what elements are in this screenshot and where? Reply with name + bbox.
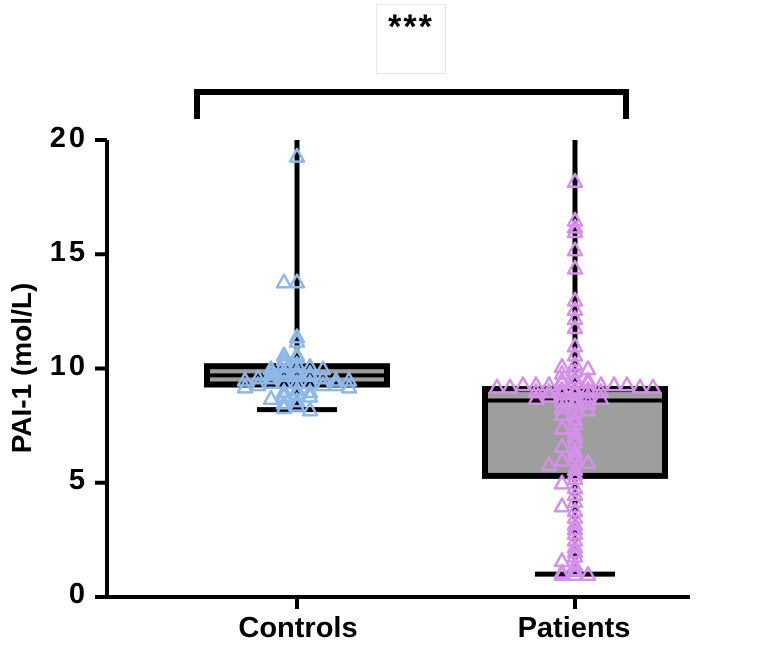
data-points [236,147,662,581]
data-point-controls [236,371,254,387]
x-tick-label-patients: Patients [517,612,631,644]
data-point-patients [566,300,584,316]
data-point-patients [488,378,506,394]
x-tick-label-controls: Controls [238,612,358,644]
data-point-patients [527,389,545,406]
data-point-patients [566,538,584,554]
data-point-patients [644,378,662,394]
data-point-patients [553,474,571,490]
data-point-patients [553,565,571,581]
data-point-controls [275,399,293,415]
data-point-patients [592,389,610,406]
data-point-controls [327,376,345,392]
data-point-controls [314,376,332,392]
data-point-patients [579,453,597,470]
data-point-patients [566,424,584,440]
data-point-controls [327,371,345,387]
data-point-controls [288,147,306,163]
data-point-patients [566,309,584,326]
data-point-patients [540,383,558,399]
data-point-patients [566,492,584,508]
data-point-controls [301,401,319,417]
data-point-patients [540,456,558,472]
boxes [204,140,668,577]
data-point-controls [262,364,280,380]
data-point-patients [566,259,584,275]
data-point-patients [566,442,584,458]
data-point-patients [579,394,597,410]
data-point-patients [579,565,597,581]
data-point-patients [540,387,558,403]
data-point-controls [288,273,306,289]
data-point-controls [301,383,319,399]
data-point-patients [501,378,519,394]
data-point-patients [566,218,584,234]
data-point-patients [566,469,584,486]
y-tick-label-15: 15 [49,236,88,268]
data-point-patients [566,223,584,239]
data-point-controls [288,328,306,344]
data-point-controls [249,376,267,392]
data-point-patients [618,376,636,392]
data-point-patients [566,460,584,476]
data-point-patients [566,337,584,353]
data-point-controls [340,378,358,394]
data-point-patients [579,401,597,417]
data-point-patients [566,485,584,502]
data-point-controls [275,346,293,362]
data-point-controls [262,369,280,385]
data-point-controls [301,367,319,383]
data-point-controls [262,373,280,390]
data-point-patients [566,556,584,572]
data-point-controls [249,369,267,385]
data-point-patients [566,241,584,257]
data-point-patients [566,565,584,581]
data-point-patients [566,346,584,362]
data-point-controls [340,371,358,387]
data-point-patients [553,419,571,435]
significance-box [376,4,446,74]
data-point-patients [566,291,584,307]
data-point-patients [592,383,610,399]
significance-bracket [194,89,629,119]
data-point-patients [566,319,584,335]
data-point-patients [514,376,532,392]
data-point-patients [553,364,571,380]
data-point-patients [631,378,649,394]
data-point-controls [262,389,280,406]
data-point-patients [605,376,623,392]
y-tick-label-0: 0 [68,578,88,610]
data-point-patients [566,561,584,577]
data-point-controls [275,367,293,383]
axes [95,89,690,609]
data-point-patients [553,451,571,467]
data-point-patients [527,383,545,399]
data-point-controls [236,378,254,394]
data-point-controls [275,273,293,289]
data-point-patients [566,172,584,188]
y-tick-label-20: 20 [49,122,88,154]
data-point-controls [314,360,332,376]
data-point-patients [566,515,584,531]
significance-label: *** [388,8,434,46]
data-point-controls [288,392,306,408]
data-point-controls [275,394,293,410]
data-point-patients [553,399,571,415]
y-tick-label-10: 10 [49,350,88,382]
data-point-controls [288,396,306,412]
data-point-controls [314,369,332,385]
data-point-patients [553,497,571,513]
y-tick-label-5: 5 [68,464,88,496]
data-point-controls [301,357,319,374]
